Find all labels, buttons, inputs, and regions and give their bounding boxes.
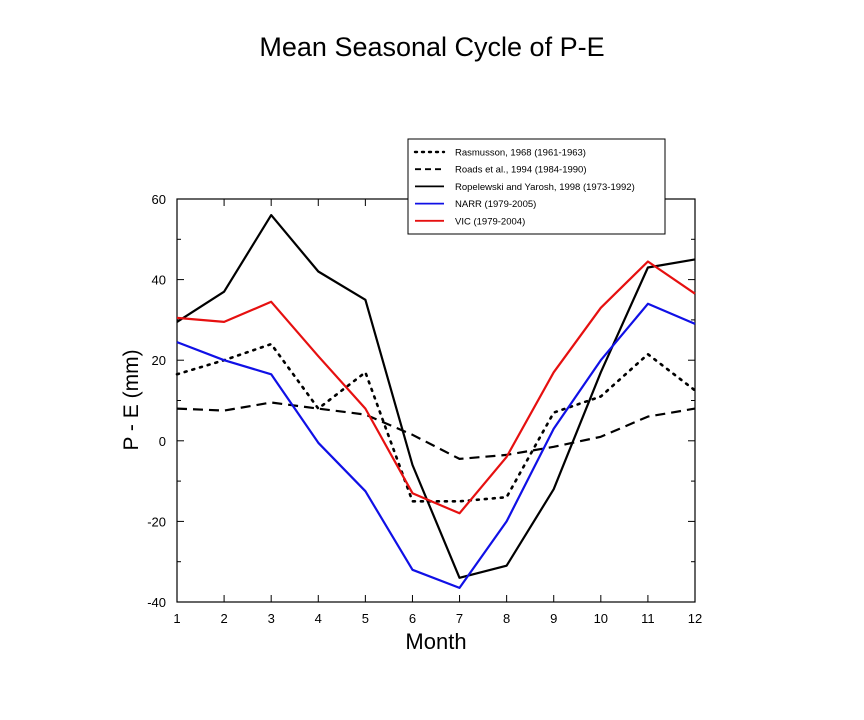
y-tick-label: -20 — [147, 514, 166, 529]
legend: Rasmusson, 1968 (1961-1963) Roads et al.,… — [407, 138, 666, 235]
x-tick-label: 11 — [641, 611, 655, 626]
x-tick-label: 1 — [173, 611, 180, 626]
legend-entry: Roads et al., 1994 (1984-1990) — [455, 165, 587, 176]
series-line-3 — [176, 214, 696, 579]
x-tick-label: 9 — [550, 611, 557, 626]
y-tick-label: 60 — [152, 192, 166, 207]
x-tick-label: 10 — [594, 611, 608, 626]
legend-entry: Rasmusson, 1968 (1961-1963) — [455, 148, 586, 159]
series-line-4 — [176, 302, 696, 590]
x-tick-label: 2 — [220, 611, 227, 626]
x-tick-label: 3 — [268, 611, 275, 626]
x-tick-label: 12 — [688, 611, 702, 626]
series-line-1 — [175, 342, 697, 503]
y-axis-label: P - E (mm) — [120, 349, 143, 450]
series-line-5 — [176, 260, 696, 515]
y-tick-label: 0 — [159, 434, 166, 449]
legend-box — [407, 138, 666, 235]
x-tick-label: 7 — [456, 611, 463, 626]
legend-entry: NARR (1979-2005) — [455, 199, 536, 210]
x-tick-label: 5 — [362, 611, 369, 626]
plot-frame — [176, 198, 696, 603]
x-axis-label: Month — [405, 629, 466, 654]
y-tick-label: -40 — [147, 595, 166, 610]
chart-title: Mean Seasonal Cycle of P-E — [259, 32, 604, 62]
series-line-2 — [176, 401, 696, 460]
legend-entry: VIC (1979-2004) — [455, 216, 525, 227]
x-tick-label: 4 — [315, 611, 322, 626]
y-tick-label: 40 — [152, 273, 166, 288]
x-tick-label: 8 — [503, 611, 510, 626]
y-tick-label: 20 — [152, 353, 166, 368]
x-tick-label: 6 — [409, 611, 416, 626]
legend-entry: Ropelewski and Yarosh, 1998 (1973-1992) — [455, 182, 635, 193]
